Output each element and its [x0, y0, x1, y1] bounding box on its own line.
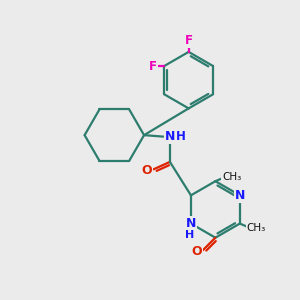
Text: H: H	[185, 230, 194, 241]
Text: N: N	[235, 189, 245, 202]
Text: H: H	[176, 130, 186, 143]
Text: N: N	[186, 217, 196, 230]
Text: F: F	[149, 59, 157, 73]
Text: O: O	[142, 164, 152, 177]
Text: N: N	[165, 130, 175, 143]
Text: F: F	[184, 34, 193, 47]
Text: CH₃: CH₃	[222, 172, 242, 182]
Text: O: O	[191, 245, 202, 258]
Text: CH₃: CH₃	[247, 223, 266, 233]
